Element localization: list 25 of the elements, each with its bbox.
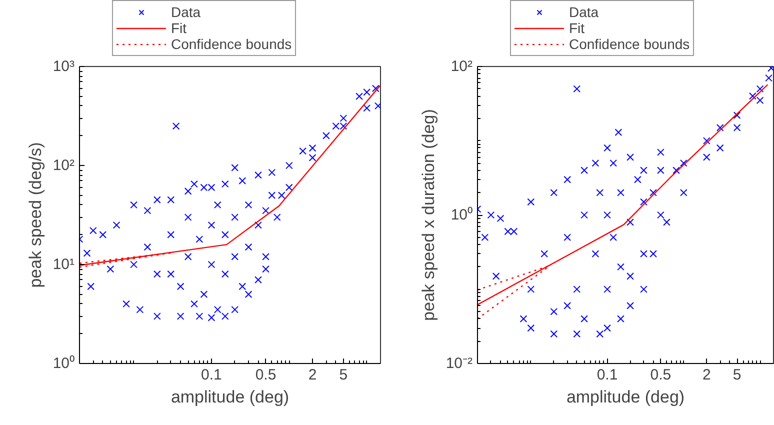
y-tick-label: 10⁰ [52,355,75,372]
legend-label: Fit [569,20,586,36]
y-tick-label: 10¹ [52,256,75,273]
legend-label: Confidence bounds [171,36,292,52]
x-tick-label: 5 [732,366,742,384]
x-tick-label: 0.5 [255,366,276,384]
x-tick-label: 0.1 [596,366,618,384]
legend-label: Fit [171,20,188,36]
legend-label: Confidence bounds [569,36,690,52]
x-tick-label: 2 [308,366,317,384]
y-axis-title: peak speed x duration (deg) [418,109,438,321]
legend-label: Data [171,4,201,20]
x-tick-label: 5 [339,366,348,384]
y-tick-label: 10² [450,58,473,75]
x-tick-label: 0.5 [650,366,672,384]
y-tick-label: 10⁻² [446,355,473,372]
x-axis-title: amplitude (deg) [566,388,685,406]
y-tick-label: 10⁰ [450,206,473,224]
legend-label: Data [569,4,599,20]
y-axis-title: peak speed (deg/s) [26,142,45,288]
x-tick-label: 2 [702,366,711,384]
y-tick-label: 10³ [52,58,75,75]
x-tick-label: 0.1 [201,366,222,384]
y-tick-label: 10² [52,157,75,174]
x-axis-title: amplitude (deg) [170,388,290,406]
